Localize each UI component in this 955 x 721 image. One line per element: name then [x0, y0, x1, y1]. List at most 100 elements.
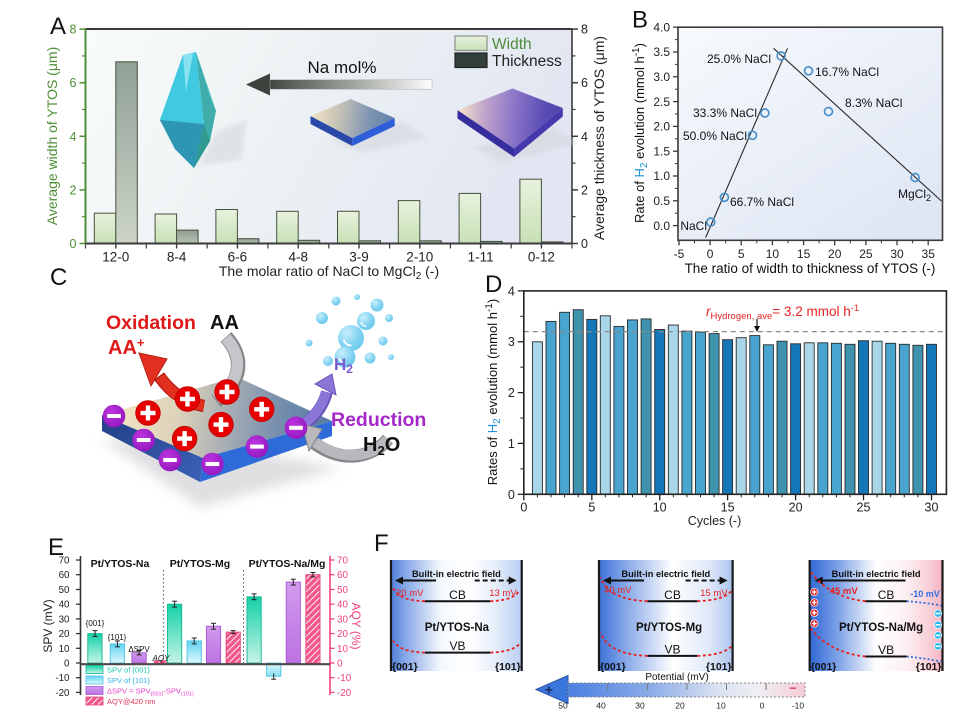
- svg-text:Average width of YTOS (μm): Average width of YTOS (μm): [44, 47, 60, 225]
- svg-text:40: 40: [337, 600, 348, 611]
- svg-text:3.0: 3.0: [653, 70, 670, 84]
- svg-text:F: F: [374, 530, 389, 557]
- svg-text:4: 4: [70, 130, 77, 144]
- svg-text:Built-in electric field: Built-in electric field: [412, 569, 501, 579]
- svg-text:AA: AA: [210, 312, 239, 334]
- svg-text:Pt/YTOS-Mg: Pt/YTOS-Mg: [636, 622, 702, 634]
- svg-text:0: 0: [760, 701, 765, 711]
- svg-text:50: 50: [558, 701, 568, 711]
- svg-text:6: 6: [581, 76, 588, 90]
- svg-text:3: 3: [508, 335, 515, 349]
- svg-text:-20: -20: [337, 688, 352, 699]
- svg-text:0: 0: [70, 237, 77, 251]
- svg-text:10: 10: [59, 644, 70, 655]
- svg-text:ΔSPV: ΔSPV: [128, 645, 150, 654]
- svg-text:0: 0: [581, 237, 588, 251]
- svg-text:30: 30: [890, 247, 904, 261]
- svg-text:20: 20: [789, 500, 803, 514]
- svg-text:1.5: 1.5: [653, 144, 670, 158]
- svg-text:6-6: 6-6: [228, 250, 248, 265]
- svg-text:{001}: {001}: [392, 661, 418, 673]
- svg-text:8-4: 8-4: [167, 250, 187, 265]
- svg-text:-10: -10: [337, 673, 352, 684]
- svg-text:10: 10: [653, 500, 667, 514]
- svg-text:H2O: H2O: [363, 434, 400, 458]
- svg-text:33.3% NaCl: 33.3% NaCl: [693, 106, 757, 120]
- svg-text:Rate of H2 evolution (mmol h-1: Rate of H2 evolution (mmol h-1): [631, 43, 650, 223]
- svg-text:30: 30: [635, 701, 645, 711]
- svg-text:13 mV: 13 mV: [489, 588, 517, 599]
- svg-text:AQY (%): AQY (%): [349, 602, 363, 649]
- svg-text:4.0: 4.0: [653, 20, 670, 34]
- svg-text:-10 mV: -10 mV: [910, 589, 940, 599]
- svg-text:SPV (mV): SPV (mV): [41, 599, 55, 652]
- svg-text:12-0: 12-0: [102, 250, 129, 265]
- svg-text:16.7% NaCl: 16.7% NaCl: [815, 65, 879, 79]
- svg-text:5: 5: [588, 500, 595, 514]
- svg-text:CB: CB: [878, 588, 895, 602]
- svg-text:{001}: {001}: [86, 619, 105, 628]
- svg-text:CB: CB: [664, 588, 681, 602]
- svg-text:2.0: 2.0: [653, 120, 670, 134]
- svg-text:Pt/YTOS-Mg: Pt/YTOS-Mg: [170, 558, 230, 570]
- svg-text:10: 10: [716, 701, 726, 711]
- svg-text:8: 8: [70, 23, 77, 37]
- svg-text:Pt/YTOS-Na/Mg: Pt/YTOS-Na/Mg: [249, 558, 326, 570]
- svg-text:4: 4: [581, 130, 588, 144]
- svg-text:0: 0: [520, 500, 527, 514]
- svg-text:Rates of H2 evolution (mmol h-: Rates of H2 evolution (mmol h-1): [484, 299, 503, 485]
- svg-text:25: 25: [859, 247, 873, 261]
- svg-text:30: 30: [59, 614, 70, 625]
- svg-text:1-11: 1-11: [468, 250, 494, 265]
- svg-text:20: 20: [337, 629, 348, 640]
- svg-text:-20: -20: [55, 688, 70, 699]
- svg-text:-5: -5: [674, 247, 685, 261]
- svg-text:66.7% NaCl: 66.7% NaCl: [730, 195, 794, 209]
- svg-text:AQY@420 nm: AQY@420 nm: [107, 697, 155, 706]
- svg-text:C: C: [50, 264, 67, 291]
- svg-text:1: 1: [508, 437, 515, 451]
- svg-text:Potential (mV): Potential (mV): [645, 672, 708, 683]
- svg-text:Thickness: Thickness: [492, 53, 562, 70]
- svg-text:0.0: 0.0: [653, 219, 670, 233]
- svg-text:ΔSPV = SPV(001)-SPV(101): ΔSPV = SPV(001)-SPV(101): [107, 687, 194, 698]
- svg-text:Pt/YTOS-Na: Pt/YTOS-Na: [425, 622, 490, 634]
- svg-text:A: A: [50, 13, 66, 40]
- svg-text:60: 60: [337, 570, 348, 581]
- svg-text:20: 20: [828, 247, 842, 261]
- svg-text:−: −: [789, 681, 797, 696]
- svg-text:2-10: 2-10: [406, 250, 433, 265]
- svg-text:NaCl: NaCl: [680, 219, 707, 233]
- svg-text:{001}: {001}: [600, 661, 626, 673]
- svg-text:Width: Width: [492, 36, 532, 53]
- svg-text:45 mV: 45 mV: [830, 586, 859, 597]
- svg-text:10: 10: [337, 644, 348, 655]
- svg-text:Oxidation: Oxidation: [106, 312, 196, 334]
- svg-text:0: 0: [508, 488, 515, 502]
- svg-text:Built-in electric field: Built-in electric field: [621, 569, 710, 579]
- svg-text:SPV of {001}: SPV of {001}: [107, 666, 150, 675]
- svg-text:8.3% NaCl: 8.3% NaCl: [845, 96, 902, 110]
- svg-text:{101}: {101}: [916, 661, 942, 673]
- svg-text:6: 6: [70, 76, 77, 90]
- svg-text:1.0: 1.0: [653, 169, 670, 183]
- svg-text:0.5: 0.5: [653, 194, 670, 208]
- svg-text:0-12: 0-12: [528, 250, 555, 265]
- svg-text:30: 30: [337, 614, 348, 625]
- svg-text:2.5: 2.5: [653, 95, 670, 109]
- svg-text:rHydrogen, ave= 3.2 mmol h-1: rHydrogen, ave= 3.2 mmol h-1: [706, 303, 859, 322]
- svg-text:{101}: {101}: [495, 661, 521, 673]
- svg-text:The molar ratio of NaCl to MgC: The molar ratio of NaCl to MgCl2 (-): [219, 263, 439, 282]
- svg-text:20: 20: [675, 701, 685, 711]
- svg-text:{101}: {101}: [706, 661, 732, 673]
- svg-text:0: 0: [337, 659, 343, 670]
- svg-text:-10: -10: [792, 701, 805, 711]
- svg-text:8: 8: [581, 23, 588, 37]
- svg-text:50: 50: [337, 585, 348, 596]
- svg-text:-10: -10: [55, 673, 70, 684]
- svg-text:Pt/YTOS-Na/Mg: Pt/YTOS-Na/Mg: [839, 622, 923, 634]
- svg-text:35: 35: [922, 247, 936, 261]
- svg-text:Cycles (-): Cycles (-): [688, 514, 741, 528]
- svg-text:Average thickness of YTOS (μm: Average thickness of YTOS (μm): [591, 36, 607, 240]
- svg-text:CB: CB: [449, 588, 466, 602]
